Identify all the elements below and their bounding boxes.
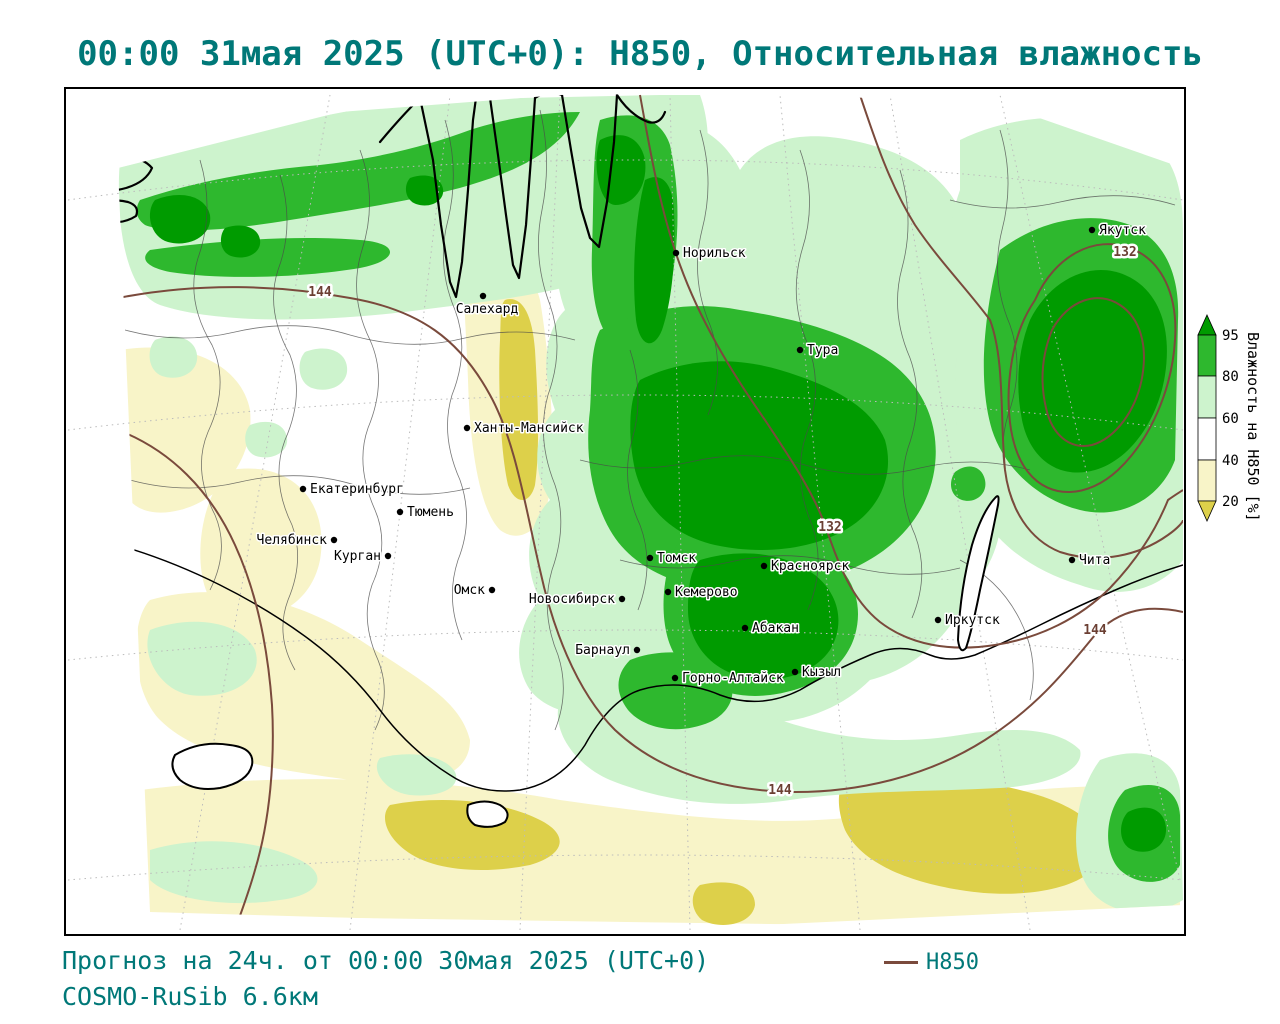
colorbar-segment xyxy=(1197,417,1217,461)
lake-southwest xyxy=(171,742,254,790)
forecast-info-text: Прогноз на 24ч. от 00:00 30мая 2025 (UTC… xyxy=(62,946,710,975)
city-marker xyxy=(741,624,749,632)
city-marker xyxy=(384,552,392,560)
city-marker xyxy=(796,346,804,354)
colorbar-segment xyxy=(1197,459,1217,502)
city-marker xyxy=(672,249,680,257)
city-label: Кызыл xyxy=(802,665,841,680)
colorbar-tick: 20 xyxy=(1222,494,1239,510)
isoline-layer xyxy=(118,94,1183,928)
city-label: Горно-Алтайск xyxy=(682,671,784,686)
city-label: Томск xyxy=(657,551,696,566)
colorbar-tick: 80 xyxy=(1222,369,1239,385)
city-label: Красноярск xyxy=(771,559,849,574)
isoline-legend-sample xyxy=(884,961,918,964)
city-marker xyxy=(791,668,799,676)
isoline-value-label: 132 xyxy=(1113,245,1136,260)
isoline-value-label: 144 xyxy=(1083,623,1107,638)
city-marker xyxy=(463,424,471,432)
city-label: Екатеринбург xyxy=(310,482,404,497)
colorbar-segment xyxy=(1197,375,1217,419)
page-title: 00:00 31мая 2025 (UTC+0): H850, Относите… xyxy=(77,34,1203,74)
city-marker xyxy=(618,595,626,603)
coastline-layer xyxy=(118,93,1000,828)
city-label: Челябинск xyxy=(257,533,328,548)
colorbar-axis-label: Влажность на H850 [%] xyxy=(1244,332,1262,522)
model-info-text: COSMO-RuSib 6.6км xyxy=(62,982,318,1011)
humidity-field-layer xyxy=(118,95,1183,928)
city-label: Иркутск xyxy=(945,613,1000,628)
city-marker xyxy=(760,562,768,570)
isoline-legend-label: H850 xyxy=(926,950,979,975)
colorbar-arrow-bottom xyxy=(1197,500,1217,522)
city-marker xyxy=(934,616,942,624)
city-marker xyxy=(646,554,654,562)
isoline-value-label: 144 xyxy=(768,783,792,798)
city-marker xyxy=(330,536,338,544)
colorbar-tick: 60 xyxy=(1222,411,1239,427)
cities-layer: Норильск Салехард Тура Якутск Ханты-Мансийск… xyxy=(255,222,1148,688)
isoline-value-label: 132 xyxy=(818,520,841,535)
contour-labels-layer: 144 132 132 144 144 xyxy=(306,243,1139,801)
city-marker xyxy=(299,485,307,493)
city-label: Барнаул xyxy=(575,643,630,658)
city-marker xyxy=(633,646,641,654)
city-marker xyxy=(488,586,496,594)
humidity-colorbar: 95 80 60 40 20 xyxy=(1197,314,1239,522)
city-label: Курган xyxy=(334,549,381,564)
lake-baikal xyxy=(956,495,1000,652)
city-label: Салехард xyxy=(456,302,519,317)
isoline-value-label: 144 xyxy=(308,285,332,300)
lake-zaysan xyxy=(466,800,509,828)
city-label: Абакан xyxy=(752,621,799,636)
city-label: Тюмень xyxy=(407,505,454,520)
colorbar-arrow-top xyxy=(1197,314,1217,336)
city-label: Якутск xyxy=(1099,223,1146,238)
city-marker xyxy=(1068,556,1076,564)
city-marker xyxy=(671,674,679,682)
city-label: Ханты-Мансийск xyxy=(474,421,584,436)
city-label: Омск xyxy=(454,583,485,598)
state-border-layer xyxy=(118,544,1183,792)
admin-borders-layer xyxy=(124,109,1176,731)
city-label: Чита xyxy=(1079,553,1110,568)
map-frame xyxy=(64,87,1186,936)
city-label: Тура xyxy=(807,343,838,358)
humidity-mustard-layer xyxy=(385,299,1102,925)
city-marker xyxy=(396,508,404,516)
humidity-dark-green-layer xyxy=(149,135,1167,852)
city-marker xyxy=(479,292,487,300)
city-marker xyxy=(664,588,672,596)
colorbar-tick: 40 xyxy=(1222,453,1239,469)
city-label: Новосибирск xyxy=(529,592,615,607)
city-label: Кемерово xyxy=(675,585,738,600)
city-marker xyxy=(1088,226,1096,234)
city-label: Норильск xyxy=(683,246,746,261)
colorbar-tick: 95 xyxy=(1222,328,1239,344)
colorbar-segment xyxy=(1197,334,1217,377)
isoline-legend: H850 xyxy=(884,950,979,975)
